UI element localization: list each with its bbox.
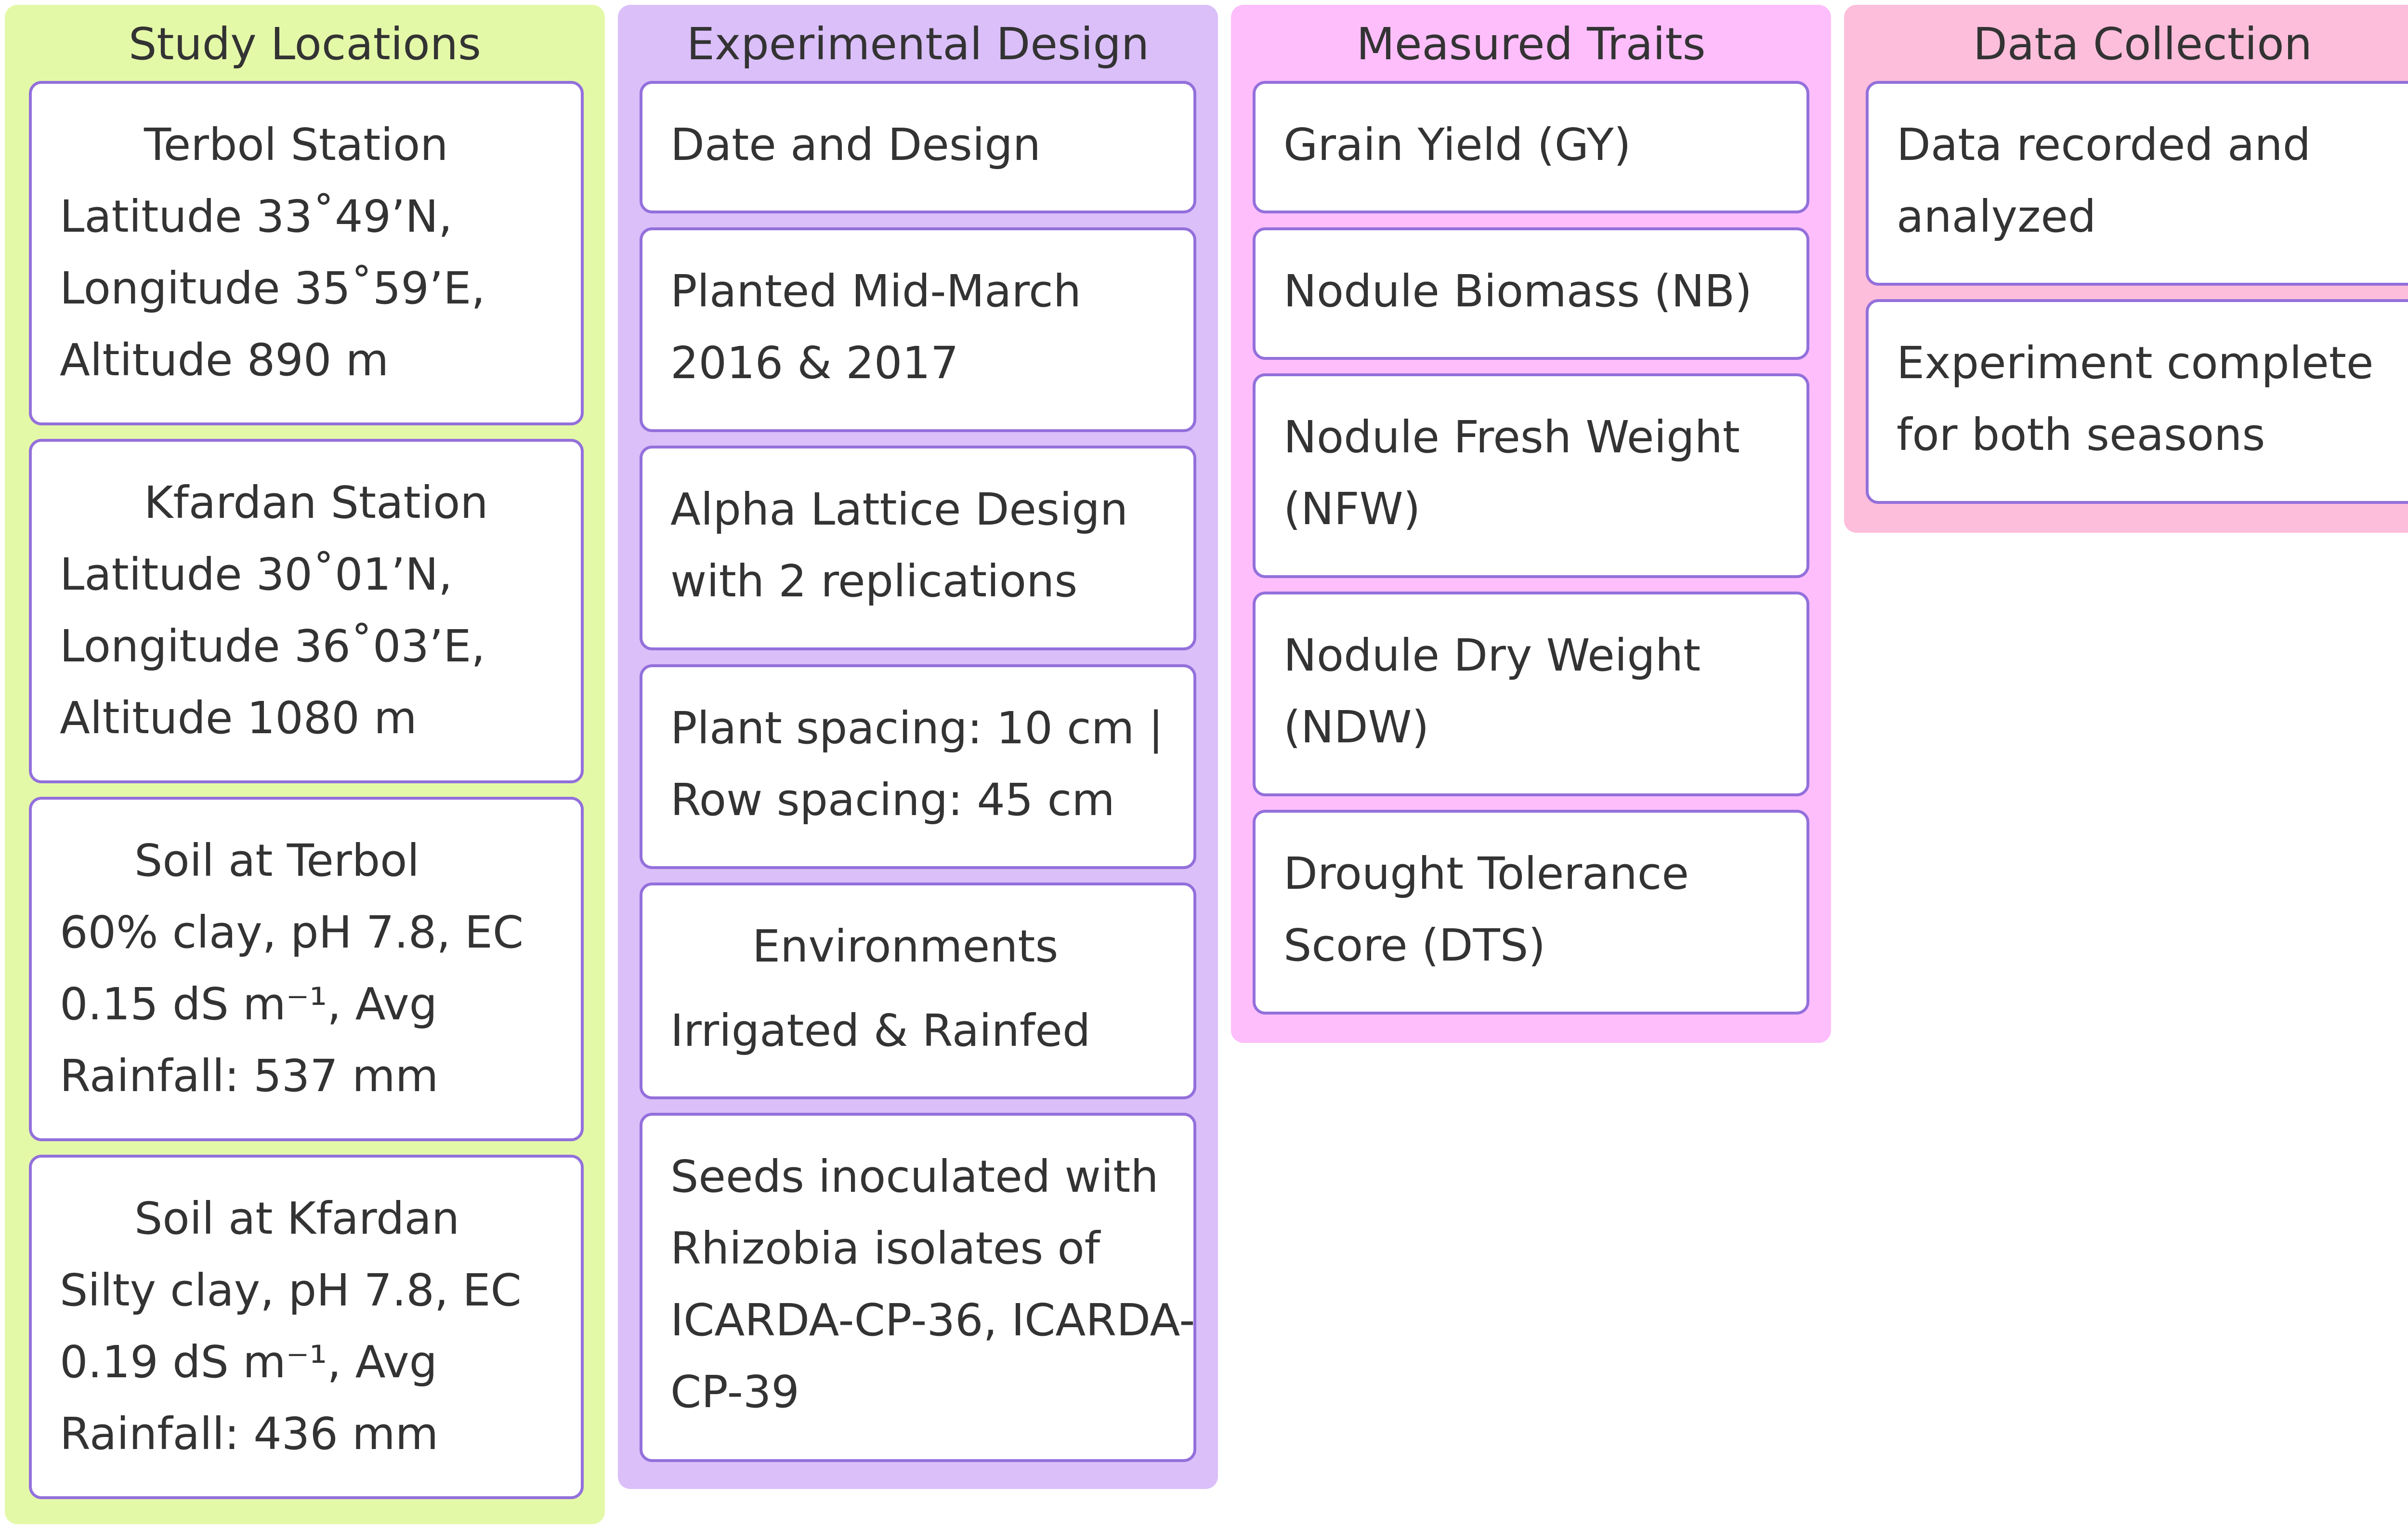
- date-design-line-1: Date and Design: [670, 119, 1041, 171]
- nodule-fresh-weight-line-1: Nodule Fresh Weight: [1283, 411, 1740, 463]
- soil-terbol-line-1: 60% clay, pH 7.8, EC: [60, 907, 524, 958]
- alpha-lattice-line-2: with 2 replications: [670, 555, 1078, 607]
- seeds-line-3: ICARDA-CP-36, ICARDA-: [670, 1294, 1195, 1346]
- soil-kfardan-line-2: 0.19 dS m⁻¹, Avg: [60, 1336, 438, 1388]
- grain-yield-line-1: Grain Yield (GY): [1283, 119, 1631, 171]
- soil-kfardan-line-3: Rainfall: 436 mm: [60, 1408, 439, 1460]
- data-recorded-card: Data recorded and analyzed: [1866, 81, 2408, 286]
- environments-card: Environments Irrigated & Rainfed: [640, 883, 1196, 1099]
- soil-terbol-line-3: Rainfall: 537 mm: [60, 1050, 439, 1102]
- terbol-latitude: Latitude 33˚49’N,: [60, 191, 453, 242]
- measured-traits-title: Measured Traits: [1356, 18, 1706, 70]
- experiment-complete-line-1: Experiment complete: [1897, 337, 2374, 389]
- experimental-design-title: Experimental Design: [686, 18, 1150, 70]
- planted-line-1: Planted Mid-March: [670, 265, 1082, 317]
- kfardan-latitude: Latitude 30˚01’N,: [60, 549, 453, 600]
- nodule-fresh-weight-card: Nodule Fresh Weight (NFW): [1253, 373, 1809, 578]
- measured-traits-column: Measured Traits Grain Yield (GY) Nodule …: [1231, 5, 1831, 1043]
- kfardan-station-heading: Kfardan Station: [144, 477, 488, 528]
- experiment-complete-card: Experiment complete for both seasons: [1866, 299, 2408, 504]
- data-collection-title: Data Collection: [1973, 18, 2312, 70]
- data-collection-column: Data Collection Data recorded and analyz…: [1844, 5, 2408, 533]
- soil-kfardan-line-1: Silty clay, pH 7.8, EC: [60, 1265, 522, 1316]
- soil-kfardan-card: Soil at Kfardan Silty clay, pH 7.8, EC 0…: [29, 1155, 584, 1499]
- terbol-altitude: Altitude 890 m: [60, 334, 389, 386]
- spacing-line-2: Row spacing: 45 cm: [670, 774, 1115, 826]
- soil-terbol-card: Soil at Terbol 60% clay, pH 7.8, EC 0.15…: [29, 797, 584, 1141]
- data-recorded-line-2: analyzed: [1897, 191, 2096, 242]
- drought-tolerance-card: Drought Tolerance Score (DTS): [1253, 810, 1809, 1015]
- experiment-complete-line-2: for both seasons: [1897, 409, 2265, 461]
- kfardan-longitude: Longitude 36˚03’E,: [60, 620, 485, 672]
- kfardan-altitude: Altitude 1080 m: [60, 692, 417, 744]
- kfardan-station-card: Kfardan Station Latitude 30˚01’N, Longit…: [29, 439, 584, 783]
- seeds-line-4: CP-39: [670, 1366, 799, 1418]
- data-recorded-line-1: Data recorded and: [1897, 119, 2311, 171]
- seeds-line-1: Seeds inoculated with: [670, 1151, 1159, 1202]
- nodule-dry-weight-line-1: Nodule Dry Weight: [1283, 630, 1701, 681]
- drought-tolerance-line-1: Drought Tolerance: [1283, 848, 1689, 899]
- date-design-card: Date and Design: [640, 81, 1196, 213]
- planted-line-2: 2016 & 2017: [670, 337, 959, 389]
- nodule-fresh-weight-line-2: (NFW): [1283, 483, 1421, 535]
- soil-kfardan-heading: Soil at Kfardan: [134, 1193, 460, 1244]
- alpha-lattice-line-1: Alpha Lattice Design: [670, 484, 1128, 535]
- nodule-dry-weight-card: Nodule Dry Weight (NDW): [1253, 592, 1809, 796]
- terbol-station-card: Terbol Station Latitude 33˚49’N, Longitu…: [29, 81, 584, 425]
- seeds-line-2: Rhizobia isolates of: [670, 1223, 1100, 1274]
- grain-yield-card: Grain Yield (GY): [1253, 81, 1809, 213]
- study-locations-column: Study Locations Terbol Station Latitude …: [5, 5, 605, 1524]
- terbol-longitude: Longitude 35˚59’E,: [60, 263, 485, 314]
- nodule-biomass-card: Nodule Biomass (NB): [1253, 227, 1809, 360]
- spacing-card: Plant spacing: 10 cm | Row spacing: 45 c…: [640, 664, 1196, 869]
- study-locations-title: Study Locations: [129, 18, 481, 70]
- spacing-line-1: Plant spacing: 10 cm |: [670, 702, 1164, 754]
- soil-terbol-line-2: 0.15 dS m⁻¹, Avg: [60, 978, 438, 1030]
- environments-heading: Environments: [752, 921, 1059, 972]
- seeds-inoculated-card: Seeds inoculated with Rhizobia isolates …: [640, 1113, 1196, 1462]
- nodule-biomass-line-1: Nodule Biomass (NB): [1283, 265, 1753, 317]
- environments-line-1: Irrigated & Rainfed: [670, 1005, 1091, 1056]
- terbol-station-heading: Terbol Station: [144, 119, 448, 171]
- soil-terbol-heading: Soil at Terbol: [134, 835, 419, 886]
- alpha-lattice-card: Alpha Lattice Design with 2 replications: [640, 446, 1196, 650]
- nodule-dry-weight-line-2: (NDW): [1283, 701, 1429, 753]
- experimental-design-column: Experimental Design Date and Design Plan…: [618, 5, 1218, 1489]
- drought-tolerance-line-2: Score (DTS): [1283, 920, 1546, 971]
- planted-card: Planted Mid-March 2016 & 2017: [640, 227, 1196, 432]
